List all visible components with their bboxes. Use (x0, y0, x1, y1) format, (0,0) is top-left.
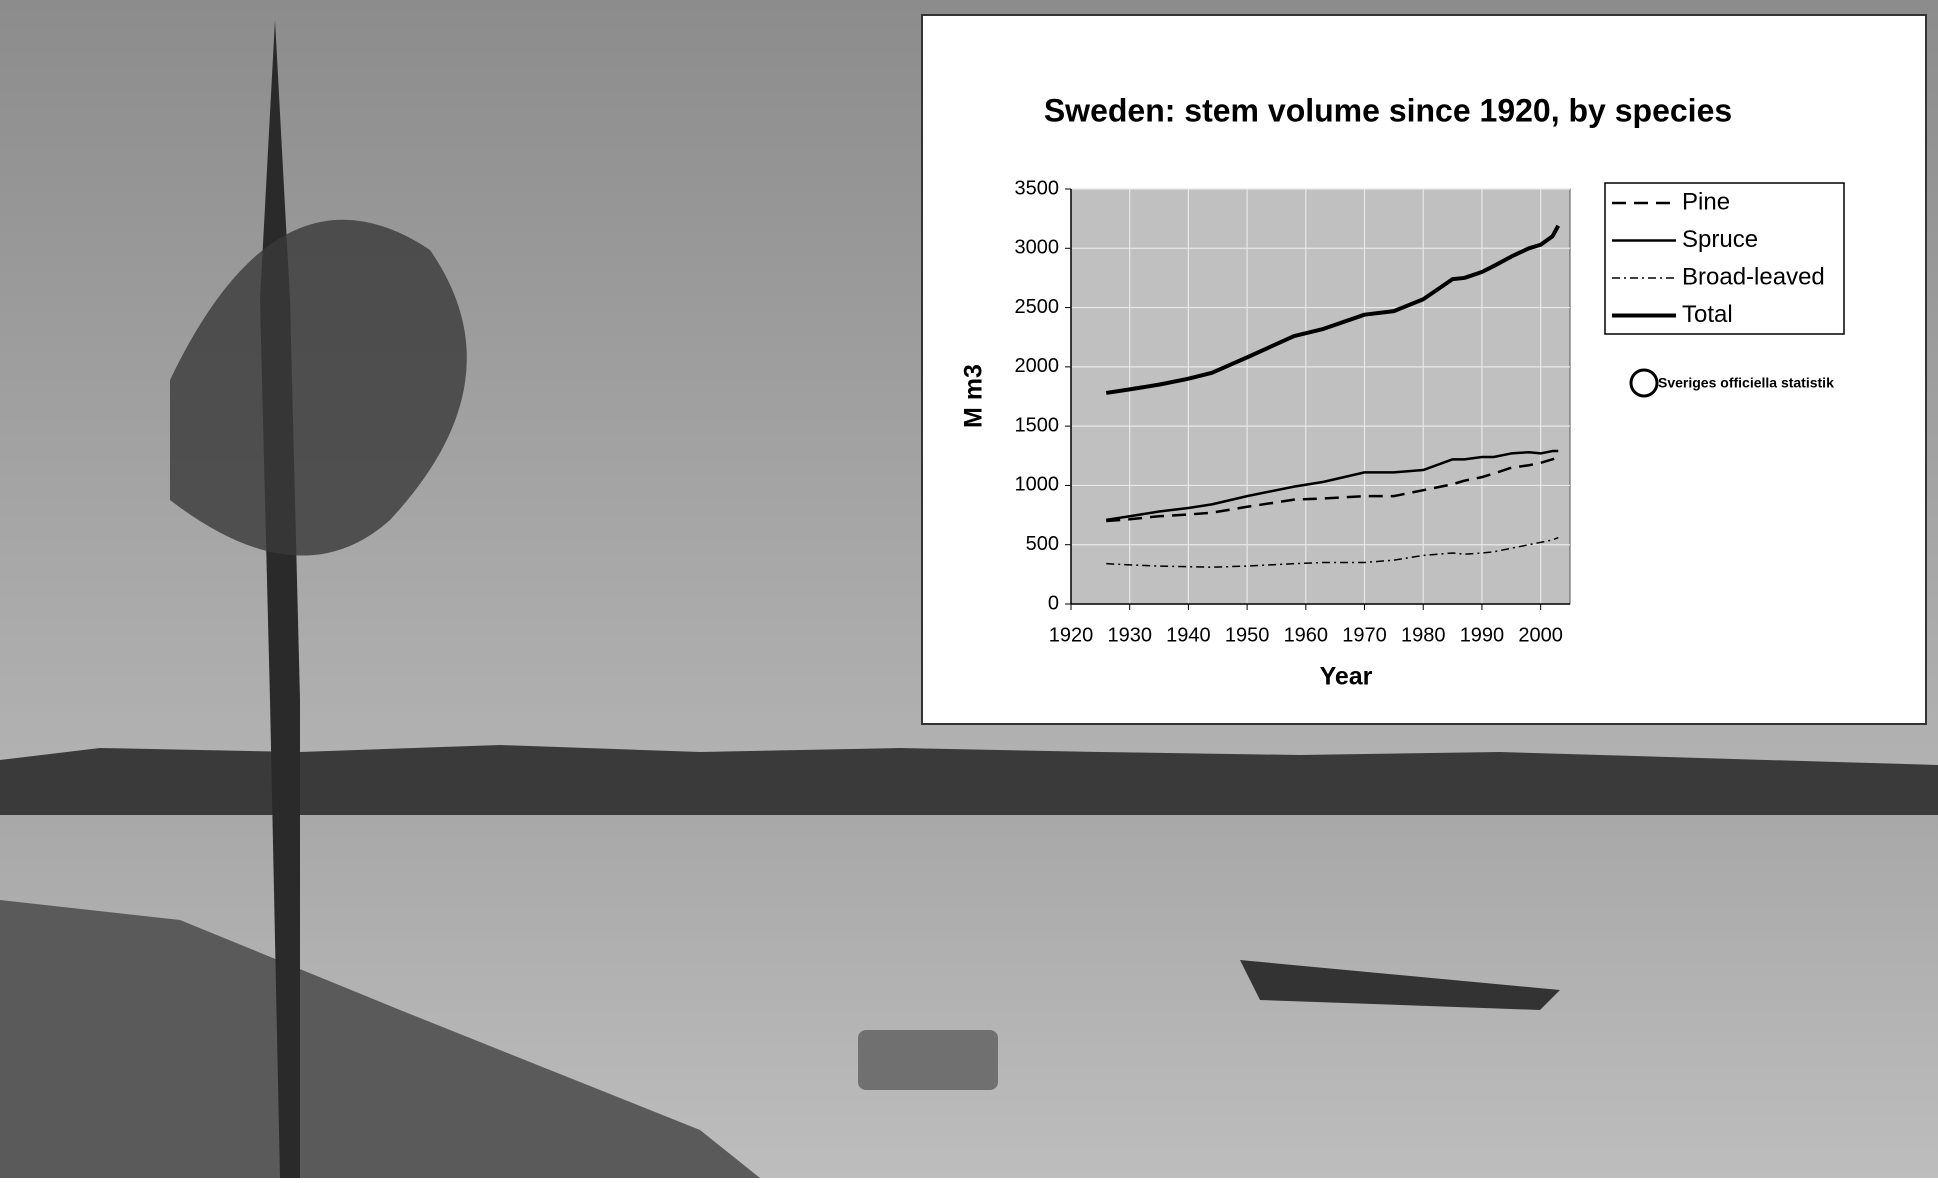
legend-label: Spruce (1682, 226, 1758, 253)
x-tick-label: 1930 (1107, 624, 1152, 646)
y-tick-label: 2500 (1015, 296, 1060, 318)
page: Sweden: stem volume since 1920, by speci… (0, 0, 1938, 1178)
x-tick-label: 1950 (1225, 624, 1270, 646)
legend-label: Broad-leaved (1682, 263, 1825, 290)
y-tick-label: 3500 (1015, 177, 1060, 199)
legend-label: Total (1682, 301, 1733, 328)
x-tick-label: 1920 (1049, 624, 1094, 646)
screen: Sweden: stem volume since 1920, by speci… (0, 0, 1938, 1178)
y-tick-label: 1000 (1015, 474, 1060, 496)
x-tick-label: 1970 (1342, 624, 1387, 646)
y-tick-label: 1500 (1015, 414, 1060, 436)
y-tick-label: 0 (1048, 592, 1059, 614)
legend-label: Pine (1682, 188, 1730, 215)
y-tick-label: 3000 (1015, 237, 1060, 259)
x-tick-label: 1990 (1460, 624, 1505, 646)
plot-area (1071, 189, 1570, 604)
x-axis-label: Year (1320, 663, 1373, 691)
y-tick-label: 2000 (1015, 355, 1060, 377)
y-axis-label: M m3 (960, 364, 988, 428)
chart-title: Sweden: stem volume since 1920, by speci… (1044, 92, 1732, 128)
x-tick-label: 1980 (1401, 624, 1446, 646)
x-tick-label: 1960 (1284, 624, 1329, 646)
y-tick-label: 500 (1026, 533, 1059, 555)
x-tick-label: 2000 (1518, 624, 1563, 646)
x-tick-label: 1940 (1166, 624, 1211, 646)
source-text: Sveriges officiella statistik (1658, 375, 1834, 391)
